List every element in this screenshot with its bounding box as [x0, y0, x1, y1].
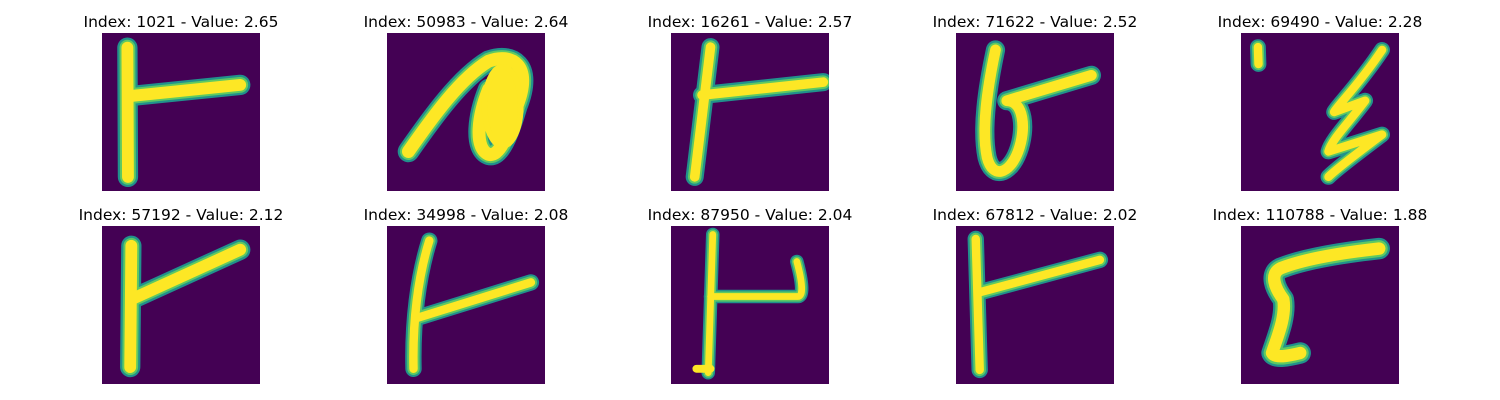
digit-panel: Index: 87950 - Value: 2.04	[648, 205, 852, 395]
panel-title: Index: 110788 - Value: 1.88	[1212, 206, 1428, 224]
digit-image	[102, 33, 260, 191]
digit-panel: Index: 67812 - Value: 2.02	[933, 205, 1137, 395]
digit-panel: Index: 1021 - Value: 2.65	[84, 12, 278, 202]
digit-image	[956, 33, 1114, 191]
panel-title: Index: 69490 - Value: 2.28	[1217, 13, 1423, 31]
digit-panel: Index: 69490 - Value: 2.28	[1218, 12, 1422, 202]
panel-title: Index: 16261 - Value: 2.57	[647, 13, 853, 31]
panel-title: Index: 34998 - Value: 2.08	[363, 206, 569, 224]
digit-panel: Index: 57192 - Value: 2.12	[79, 205, 283, 395]
digit-panel: Index: 16261 - Value: 2.57	[648, 12, 852, 202]
panel-title: Index: 71622 - Value: 2.52	[932, 13, 1138, 31]
digit-panel: Index: 34998 - Value: 2.08	[364, 205, 568, 395]
panel-title: Index: 50983 - Value: 2.64	[363, 13, 569, 31]
digit-image	[1241, 33, 1399, 191]
digit-image	[1241, 226, 1399, 384]
digit-image	[671, 33, 829, 191]
panel-title: Index: 1021 - Value: 2.65	[83, 13, 279, 31]
panel-title: Index: 67812 - Value: 2.02	[932, 206, 1138, 224]
panel-title: Index: 87950 - Value: 2.04	[647, 206, 853, 224]
digit-image	[671, 226, 829, 384]
digit-image	[387, 33, 545, 191]
digit-image	[956, 226, 1114, 384]
digit-panel: Index: 71622 - Value: 2.52	[933, 12, 1137, 202]
digit-image	[387, 226, 545, 384]
digit-panel: Index: 110788 - Value: 1.88	[1213, 205, 1427, 395]
digit-panel: Index: 50983 - Value: 2.64	[364, 12, 568, 202]
panel-title: Index: 57192 - Value: 2.12	[78, 206, 284, 224]
digit-image	[102, 226, 260, 384]
